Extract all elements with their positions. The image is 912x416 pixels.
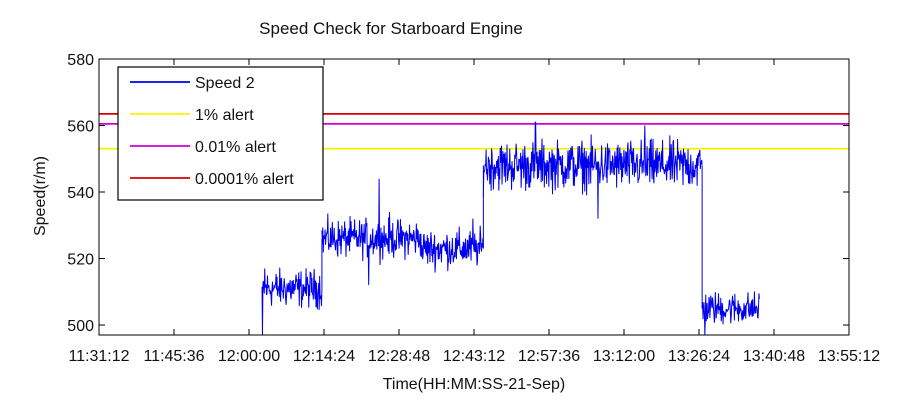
x-tick-label: 12:57:36 (518, 348, 580, 365)
speed-series-segment (261, 267, 323, 336)
x-axis-label: Time(HH:MM:SS-21-Sep) (383, 376, 566, 393)
y-axis-label: Speed(r/m) (32, 156, 49, 236)
x-tick-label: 12:00:00 (218, 348, 280, 365)
legend: Speed 2 1% alert 0.01% alert 0.0001% alert (117, 66, 324, 201)
x-tick-label: 12:28:48 (368, 348, 430, 365)
legend-label: Speed 2 (195, 75, 255, 92)
speed-series-segment (482, 121, 703, 219)
x-tick-label: 11:45:36 (143, 348, 204, 365)
x-tick-label: 11:31:12 (68, 348, 129, 365)
y-tick-label: 520 (67, 252, 94, 269)
x-tick-label: 13:12:00 (593, 348, 655, 365)
x-tick-label: 12:14:24 (293, 348, 355, 365)
y-tick-label: 560 (67, 119, 94, 136)
speed-series-segment (321, 178, 422, 286)
x-tick-label: 13:40:48 (743, 348, 805, 365)
y-tick-label: 540 (67, 185, 94, 202)
y-tick-label: 580 (67, 52, 94, 69)
x-tick-label: 13:55:12 (818, 348, 880, 365)
x-tick-label: 12:43:12 (443, 348, 505, 365)
legend-label: 0.0001% alert (195, 171, 294, 188)
chart-title: Speed Check for Starboard Engine (259, 19, 523, 38)
speed-series-segment (701, 291, 760, 336)
speed-series-segment (420, 218, 484, 273)
legend-label: 1% alert (195, 107, 254, 124)
axis-ticks: 11:31:12 11:45:36 12:00:00 12:14:24 12:28:48… (67, 52, 880, 365)
legend-label: 0.01% alert (195, 139, 276, 156)
x-tick-label: 13:26:24 (668, 348, 730, 365)
y-tick-label: 500 (67, 318, 94, 335)
